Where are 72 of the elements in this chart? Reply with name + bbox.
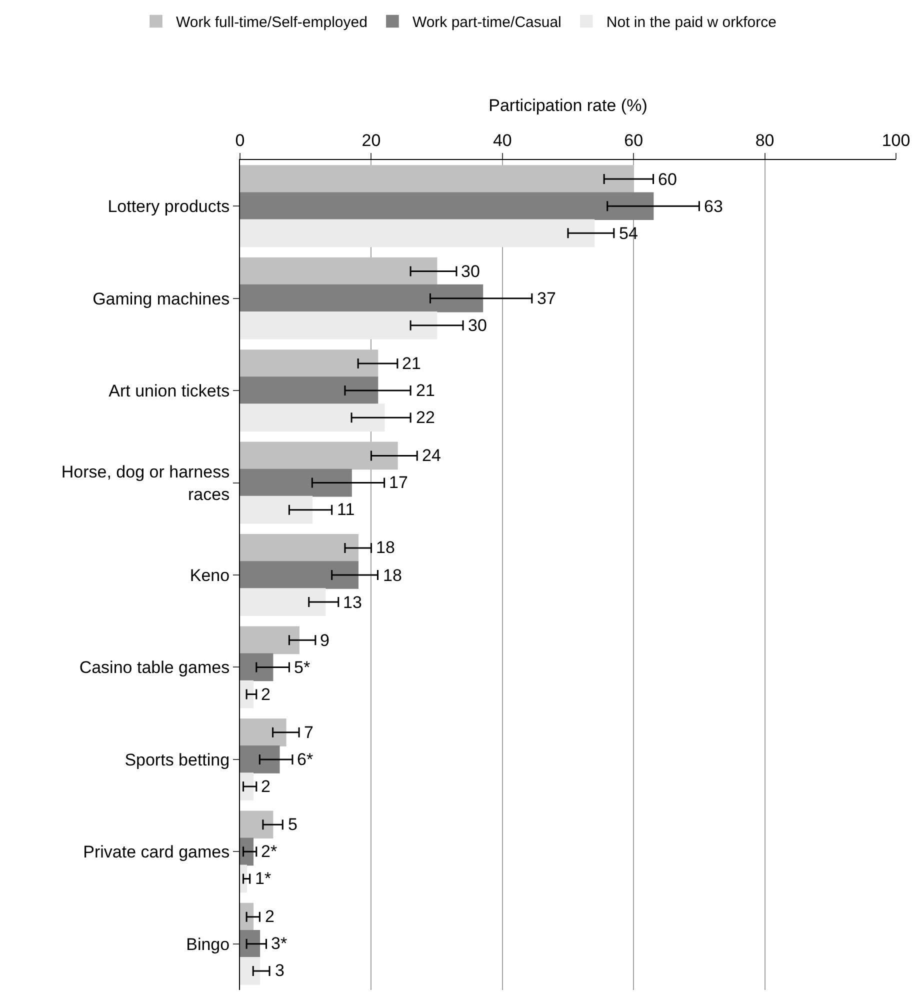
x-tick-label: 0 xyxy=(235,131,245,150)
legend-label: Work part-time/Casual xyxy=(412,14,562,32)
bar xyxy=(240,496,313,524)
data-label: 37 xyxy=(537,289,556,308)
y-tick-label: Art union tickets xyxy=(108,382,230,401)
data-label: 1* xyxy=(255,869,272,888)
data-label: 22 xyxy=(416,408,435,427)
bar xyxy=(240,376,378,404)
y-tick-label: Gaming machines xyxy=(92,289,230,308)
bar xyxy=(240,165,634,193)
data-label: 18 xyxy=(376,538,395,557)
x-tick-label: 60 xyxy=(624,131,644,150)
legend-label: Work full-time/Self-employed xyxy=(176,14,368,32)
data-label: 2 xyxy=(265,907,274,926)
y-tick-label: Keno xyxy=(190,566,230,585)
bar xyxy=(240,957,260,985)
bar xyxy=(240,746,280,774)
y-tick-label: Lottery products xyxy=(108,197,230,216)
y-tick-label: Bingo xyxy=(186,934,230,954)
bar xyxy=(240,772,254,800)
data-label: 30 xyxy=(468,316,487,335)
data-label: 13 xyxy=(343,593,362,612)
bar xyxy=(240,442,398,470)
x-tick-label: 100 xyxy=(882,131,910,150)
x-tick-label: 40 xyxy=(492,131,512,150)
bar xyxy=(240,653,274,682)
data-label: 3 xyxy=(275,961,284,980)
bar xyxy=(240,468,352,497)
bar xyxy=(240,930,260,958)
data-label: 18 xyxy=(383,566,402,585)
bar xyxy=(240,588,326,616)
data-label: 17 xyxy=(389,473,408,492)
data-label: 21 xyxy=(402,354,421,373)
bar xyxy=(240,561,358,589)
y-tick-label: Casino table games xyxy=(79,658,230,678)
data-label: 60 xyxy=(658,170,677,189)
data-label: 24 xyxy=(422,446,441,465)
data-label: 5* xyxy=(294,658,310,677)
bar xyxy=(240,219,595,248)
data-label: 2 xyxy=(261,685,270,704)
x-tick-label: 20 xyxy=(362,131,381,150)
bar xyxy=(240,284,484,312)
bar xyxy=(240,404,385,432)
bar xyxy=(240,718,286,746)
y-tick-label: Private card games xyxy=(83,842,230,862)
data-label: 2* xyxy=(261,842,278,861)
y-tick-label: Horse, dog or harness races xyxy=(61,462,230,504)
x-tick-label: 80 xyxy=(755,131,774,150)
bar xyxy=(240,534,358,562)
bar xyxy=(240,257,438,286)
data-label: 30 xyxy=(461,262,480,281)
data-label: 9 xyxy=(320,631,330,650)
bar xyxy=(240,680,254,708)
data-label: 54 xyxy=(619,224,638,243)
bar xyxy=(240,192,654,220)
data-label: 2 xyxy=(261,777,270,796)
data-label: 63 xyxy=(704,197,723,216)
bar xyxy=(240,311,438,340)
bar xyxy=(240,350,378,378)
data-label: 6* xyxy=(297,750,314,769)
data-label: 3* xyxy=(271,934,288,953)
bar xyxy=(240,810,274,839)
bar xyxy=(240,902,254,931)
data-label: 7 xyxy=(304,723,314,742)
x-axis-title: Participation rate (%) xyxy=(488,96,648,115)
data-label: 21 xyxy=(416,381,435,400)
data-label: 5 xyxy=(288,815,298,834)
data-label: 11 xyxy=(337,500,355,519)
bar xyxy=(240,626,300,654)
legend-label: Not in the paid w orkforce xyxy=(606,14,776,32)
y-tick-label: Sports betting xyxy=(124,750,230,770)
bar xyxy=(240,838,254,866)
